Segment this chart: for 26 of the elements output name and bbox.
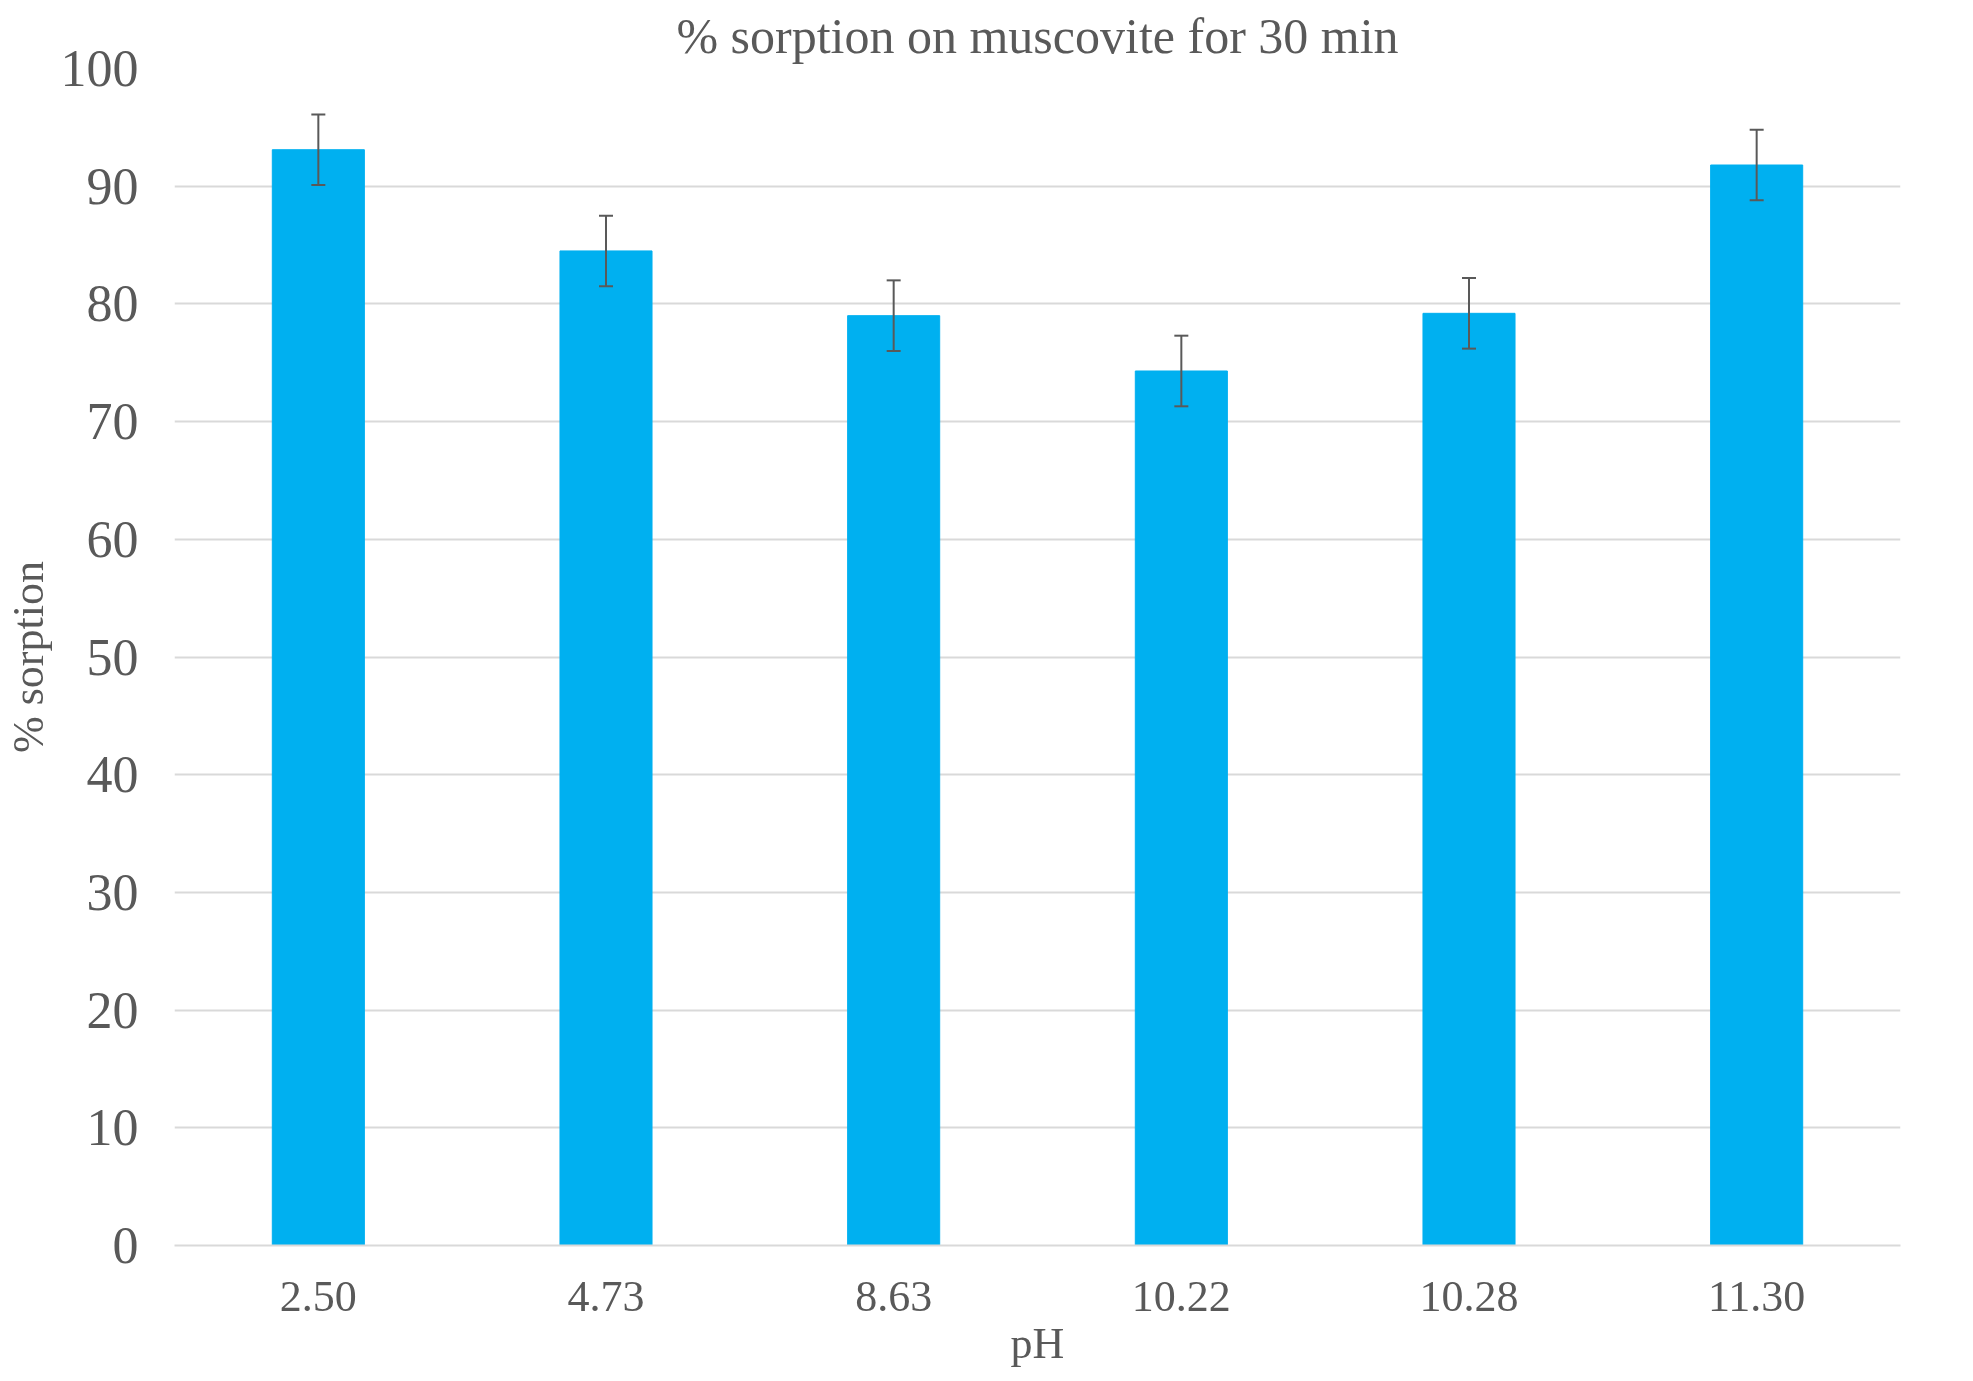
x-tick-label: 8.63	[855, 1271, 933, 1321]
y-tick-label: 50	[86, 628, 139, 686]
y-tick-label: 70	[86, 393, 139, 451]
y-tick-label: 0	[112, 1217, 139, 1274]
y-tick-label: 80	[86, 275, 139, 333]
y-tick-label: 90	[86, 157, 139, 215]
y-tick-label: 20	[86, 981, 139, 1039]
y-tick-label: 10	[86, 1099, 139, 1157]
chart-title: % sorption on muscovite for 30 min	[676, 7, 1399, 64]
bar	[1710, 164, 1804, 1246]
bar	[271, 149, 365, 1246]
x-axis-title: pH	[1010, 1318, 1065, 1368]
y-tick-label: 30	[86, 863, 139, 921]
bar	[1134, 370, 1228, 1246]
y-tick-label: 100	[60, 40, 139, 97]
x-tick-label: 10.28	[1419, 1271, 1519, 1321]
x-tick-label: 4.73	[567, 1271, 645, 1321]
x-tick-label: 2.50	[279, 1271, 357, 1321]
y-axis-title: % sorption	[3, 561, 53, 753]
bar	[847, 315, 941, 1246]
y-tick-label: 40	[86, 746, 139, 804]
y-tick-label: 60	[86, 510, 139, 568]
x-tick-label: 11.30	[1707, 1271, 1806, 1321]
bar	[1422, 312, 1516, 1246]
x-tick-label: 10.22	[1131, 1271, 1231, 1321]
bar	[559, 250, 653, 1246]
